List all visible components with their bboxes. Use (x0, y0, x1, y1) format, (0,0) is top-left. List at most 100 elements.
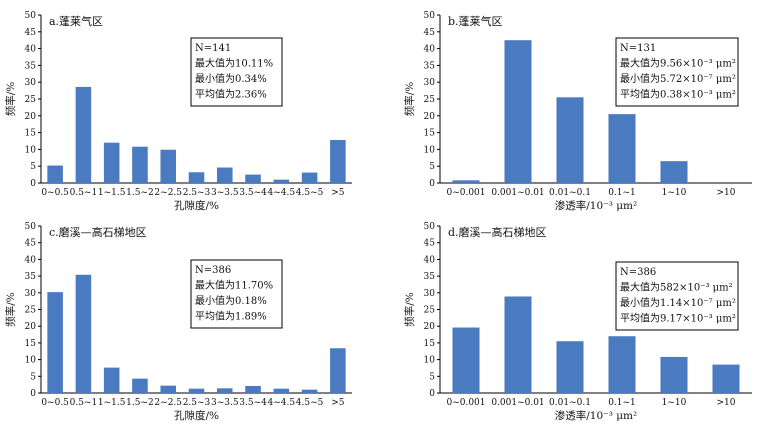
panel-title: d.磨溪—高石梯地区 (448, 225, 547, 239)
x-tick-label: 4~4.5 (268, 398, 296, 408)
x-tick-label: 0.1~1 (608, 398, 636, 408)
x-tick-label: 3~3.5 (211, 398, 239, 408)
y-tick-label: 15 (25, 339, 37, 349)
panel-a: 0 5 10 15 20 25 30 35 40 45 50 0~0.5 0.5~1 1~1.5 1.5~2… (4, 11, 352, 212)
y-tick-label: 45 (424, 28, 436, 38)
bar (132, 378, 148, 393)
bar (556, 97, 584, 183)
x-axis-label: 孔隙度/% (174, 409, 219, 422)
x-tick-label: 1.5~2 (126, 188, 154, 198)
stats-line: 最大值为582×10⁻³ μm² (620, 281, 733, 294)
panel-c: 0 5 10 15 20 25 30 35 40 45 50 0~0.5 0.5~1 1~1.5 1.5~2… (4, 222, 352, 422)
y-tick-label: 25 (25, 306, 37, 316)
panel-title: a.蓬莱气区 (49, 14, 103, 28)
bar (245, 385, 261, 393)
bar (103, 142, 120, 183)
y-tick-label: 50 (424, 222, 436, 232)
bar (301, 389, 318, 393)
x-tick-label: 4~4.5 (268, 188, 296, 198)
panel-d: 0 5 10 15 20 25 30 35 40 45 50 0~0.001 0.001~0.01 0.0… (403, 222, 752, 422)
stats-line: N=386 (195, 265, 231, 276)
stats-line: 最小值为1.14×10⁻⁷ μm² (620, 296, 736, 309)
stats-line: N=386 (620, 267, 656, 278)
y-tick-label: 15 (424, 129, 436, 139)
bar (608, 336, 636, 393)
x-tick-label: 0.5~1 (70, 398, 98, 408)
bar (660, 356, 688, 393)
x-tick-label: 3.5~4 (239, 188, 267, 198)
y-tick-label: 35 (25, 61, 37, 71)
y-tick-label: 20 (25, 322, 37, 332)
y-tick-label: 30 (25, 289, 37, 299)
y-tick-label: 45 (25, 28, 37, 38)
stats-line: 最小值为5.72×10⁻⁷ μm² (620, 72, 736, 85)
x-tick-label: >10 (717, 398, 736, 408)
bar (452, 180, 480, 183)
y-axis-label: 频率/% (403, 292, 416, 327)
y-tick-label: 10 (25, 356, 37, 366)
bar (504, 296, 532, 393)
x-tick-label: 2~2.5 (154, 188, 182, 198)
stats-line: N=131 (620, 43, 656, 54)
x-tick-label: 0.001~0.01 (491, 398, 544, 408)
x-tick-label: 1~1.5 (98, 398, 126, 408)
bar (273, 388, 290, 393)
bar (160, 385, 177, 393)
x-tick-label: 1~10 (662, 188, 687, 198)
x-tick-label: 0.1~1 (608, 188, 636, 198)
y-tick-label: 5 (30, 162, 36, 172)
y-tick-label: 5 (30, 372, 36, 382)
x-tick-label: 0~0.001 (446, 188, 485, 198)
x-axis-label: 渗透率/10⁻³ μm² (555, 409, 637, 422)
y-axis-label: 频率/% (4, 82, 17, 117)
y-axis-label: 频率/% (4, 292, 17, 327)
y-tick-label: 50 (424, 11, 436, 21)
bar (188, 388, 205, 393)
x-tick-label: 3~3.5 (211, 188, 239, 198)
y-tick-label: 50 (25, 222, 37, 232)
bar (273, 179, 290, 183)
y-tick-label: 40 (424, 45, 436, 55)
stats-line: 最小值为0.34% (195, 72, 267, 85)
y-tick-label: 45 (424, 239, 436, 249)
stats-line: 平均值为1.89% (195, 310, 267, 323)
y-tick-label: 15 (424, 339, 436, 349)
bar (712, 364, 740, 393)
y-tick-label: 20 (25, 112, 37, 122)
stats-line: 最小值为0.18% (195, 294, 267, 307)
x-tick-label: 1~10 (662, 398, 687, 408)
bar (103, 367, 120, 393)
x-tick-label: 0~0.001 (446, 398, 485, 408)
panel-b: 0 5 10 15 20 25 30 35 40 45 50 0~0.001 0.001~0.01 0.0… (403, 11, 752, 212)
y-tick-label: 35 (25, 272, 37, 282)
y-tick-label: 20 (424, 112, 436, 122)
x-tick-label: 4.5~5 (296, 398, 324, 408)
x-tick-label: 2.5~3 (183, 398, 211, 408)
stats-line: 平均值为0.38×10⁻³ μm² (620, 88, 736, 101)
panel-title: c.磨溪—高石梯地区 (49, 225, 147, 239)
bar (245, 174, 261, 183)
stats-box (615, 37, 739, 107)
bar (330, 348, 346, 393)
x-tick-label: 2~2.5 (154, 398, 182, 408)
y-tick-label: 40 (424, 255, 436, 265)
y-tick-label: 25 (424, 95, 436, 105)
y-tick-label: 40 (25, 45, 37, 55)
stats-box (190, 37, 283, 107)
y-tick-label: 15 (25, 129, 37, 139)
bar (188, 172, 205, 183)
y-tick-label: 35 (424, 272, 436, 282)
stats-line: 最大值为10.11% (195, 57, 273, 70)
x-tick-label: 4.5~5 (296, 188, 324, 198)
bar (75, 274, 92, 393)
y-axis-label: 频率/% (403, 82, 416, 117)
stats-line: 最大值为11.70% (195, 279, 273, 292)
y-tick-label: 25 (25, 95, 37, 105)
x-tick-label: 2.5~3 (183, 188, 211, 198)
bar (216, 167, 233, 183)
y-tick-label: 0 (429, 179, 435, 189)
bar (660, 161, 688, 183)
y-tick-label: 0 (429, 389, 435, 399)
y-tick-label: 0 (30, 389, 36, 399)
